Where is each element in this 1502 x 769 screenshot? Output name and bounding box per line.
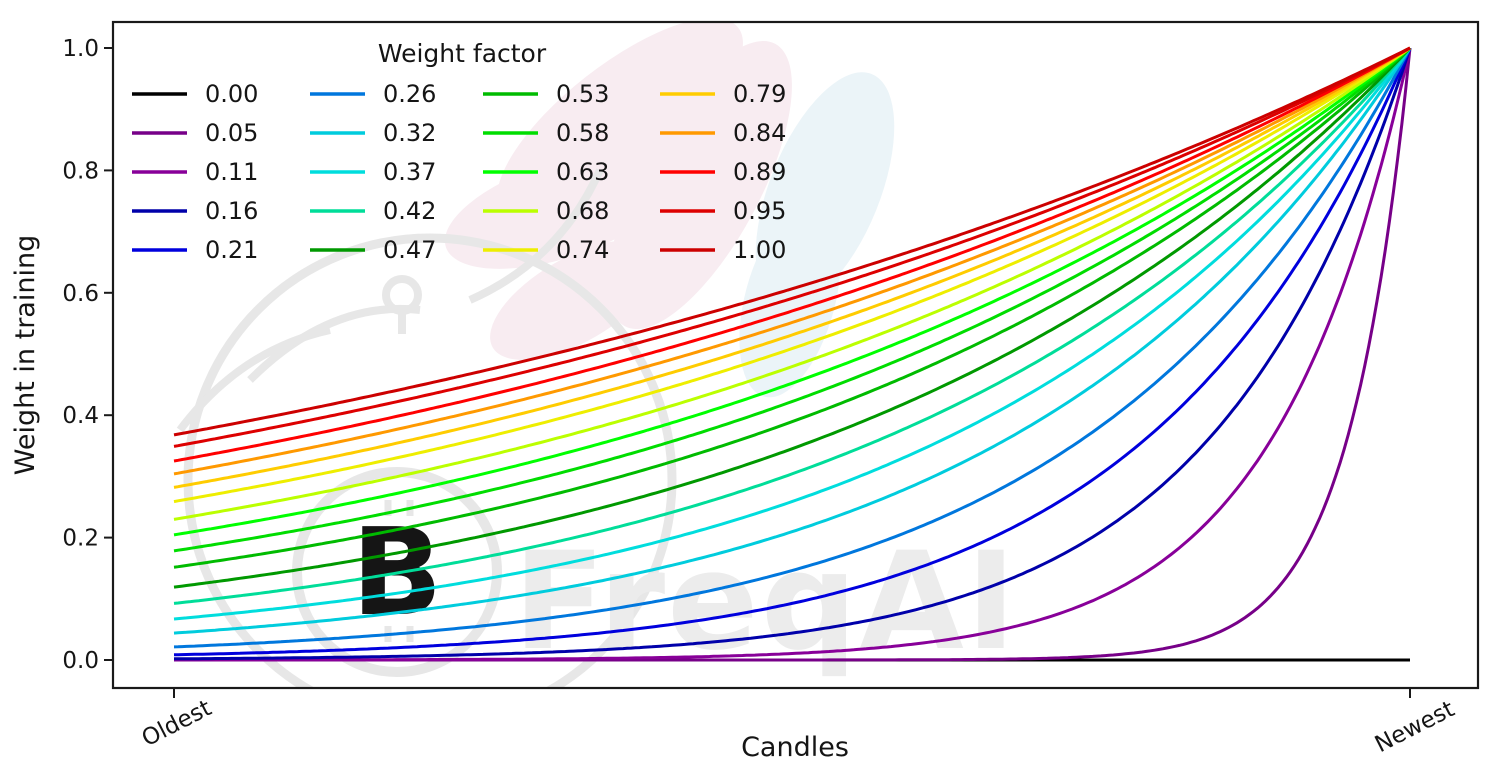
plot-border bbox=[111, 20, 1480, 690]
curve-0.79 bbox=[173, 46, 1411, 489]
curve-0.58 bbox=[173, 46, 1411, 553]
petal-pink bbox=[444, 151, 676, 269]
legend-label-0.95: 0.95 bbox=[733, 197, 786, 225]
watermark-emblem: B bbox=[176, 168, 677, 687]
y-tick-label: 1.0 bbox=[62, 36, 99, 62]
curve-0.16 bbox=[174, 47, 1412, 661]
legend-label-0.84: 0.84 bbox=[733, 119, 786, 147]
y-tick-label: 0.4 bbox=[62, 403, 99, 429]
curve-0.84 bbox=[173, 46, 1411, 476]
legend-label-0.68: 0.68 bbox=[556, 197, 609, 225]
curve-0.32 bbox=[173, 47, 1412, 635]
legend-label-0.05: 0.05 bbox=[205, 119, 258, 147]
legend-label-0.42: 0.42 bbox=[383, 197, 436, 225]
emblem-dial-ring bbox=[292, 467, 502, 677]
y-axis-ticks: 0.0 0.2 0.4 0.6 0.8 1.0 bbox=[62, 36, 113, 674]
legend-label-0.47: 0.47 bbox=[383, 236, 436, 264]
legend-label-0.11: 0.11 bbox=[205, 158, 258, 186]
curve-0.63 bbox=[173, 46, 1411, 537]
x-axis-label: Candles bbox=[741, 732, 849, 763]
legend-label-0.32: 0.32 bbox=[383, 119, 436, 147]
petal-pink bbox=[490, 240, 660, 360]
emblem-wing-arc bbox=[468, 168, 604, 304]
emblem-outer-ring bbox=[183, 233, 677, 687]
legend-label-0.58: 0.58 bbox=[556, 119, 609, 147]
emblem-wing-arc bbox=[247, 304, 421, 383]
legend-label-0.74: 0.74 bbox=[556, 236, 609, 264]
curve-0.47 bbox=[173, 46, 1412, 589]
curve-0.26 bbox=[173, 47, 1412, 649]
curve-0.11 bbox=[174, 47, 1412, 662]
y-tick-label: 0.0 bbox=[62, 648, 99, 674]
legend: Weight factor 0.000.050.110.160.210.260.… bbox=[132, 39, 786, 264]
legend-label-0.16: 0.16 bbox=[205, 197, 258, 225]
legend-label-0.21: 0.21 bbox=[205, 236, 258, 264]
legend-label-0.89: 0.89 bbox=[733, 158, 786, 186]
y-tick-label: 0.2 bbox=[62, 526, 99, 552]
curve-0.95 bbox=[173, 46, 1411, 448]
curve-0.89 bbox=[173, 46, 1411, 463]
legend-label-0.53: 0.53 bbox=[556, 80, 609, 108]
freqai-watermark: B FreqAI bbox=[176, 23, 1016, 687]
curve-1.00 bbox=[173, 46, 1411, 437]
emblem-wing-arc bbox=[176, 326, 331, 433]
curve-0.21 bbox=[173, 47, 1412, 657]
legend-label-0.26: 0.26 bbox=[383, 80, 436, 108]
y-tick-label: 0.6 bbox=[62, 281, 99, 307]
x-tick-label: Oldest bbox=[138, 695, 216, 752]
legend-label-0.63: 0.63 bbox=[556, 158, 609, 186]
legend-label-0.79: 0.79 bbox=[733, 80, 786, 108]
y-axis-label: Weight in training bbox=[10, 235, 41, 475]
curve-0.74 bbox=[173, 46, 1411, 504]
x-tick-label: Newest bbox=[1371, 696, 1459, 758]
legend-entries: 0.00 0.05 0.11 0.16 0.21 0.26 0.32 0.37 0.42 0.47… bbox=[132, 80, 786, 264]
y-tick-label: 0.8 bbox=[62, 158, 99, 184]
curve-0.53 bbox=[173, 46, 1412, 569]
curve-0.68 bbox=[173, 46, 1411, 521]
legend-title: Weight factor bbox=[378, 39, 547, 68]
curves-layer bbox=[173, 46, 1412, 662]
legend-label-1.00: 1.00 bbox=[733, 236, 786, 264]
legend-label-0.00: 0.00 bbox=[205, 80, 258, 108]
curve-0.42 bbox=[173, 47, 1412, 605]
curve-0.37 bbox=[173, 47, 1412, 621]
legend-label-0.37: 0.37 bbox=[383, 158, 436, 186]
